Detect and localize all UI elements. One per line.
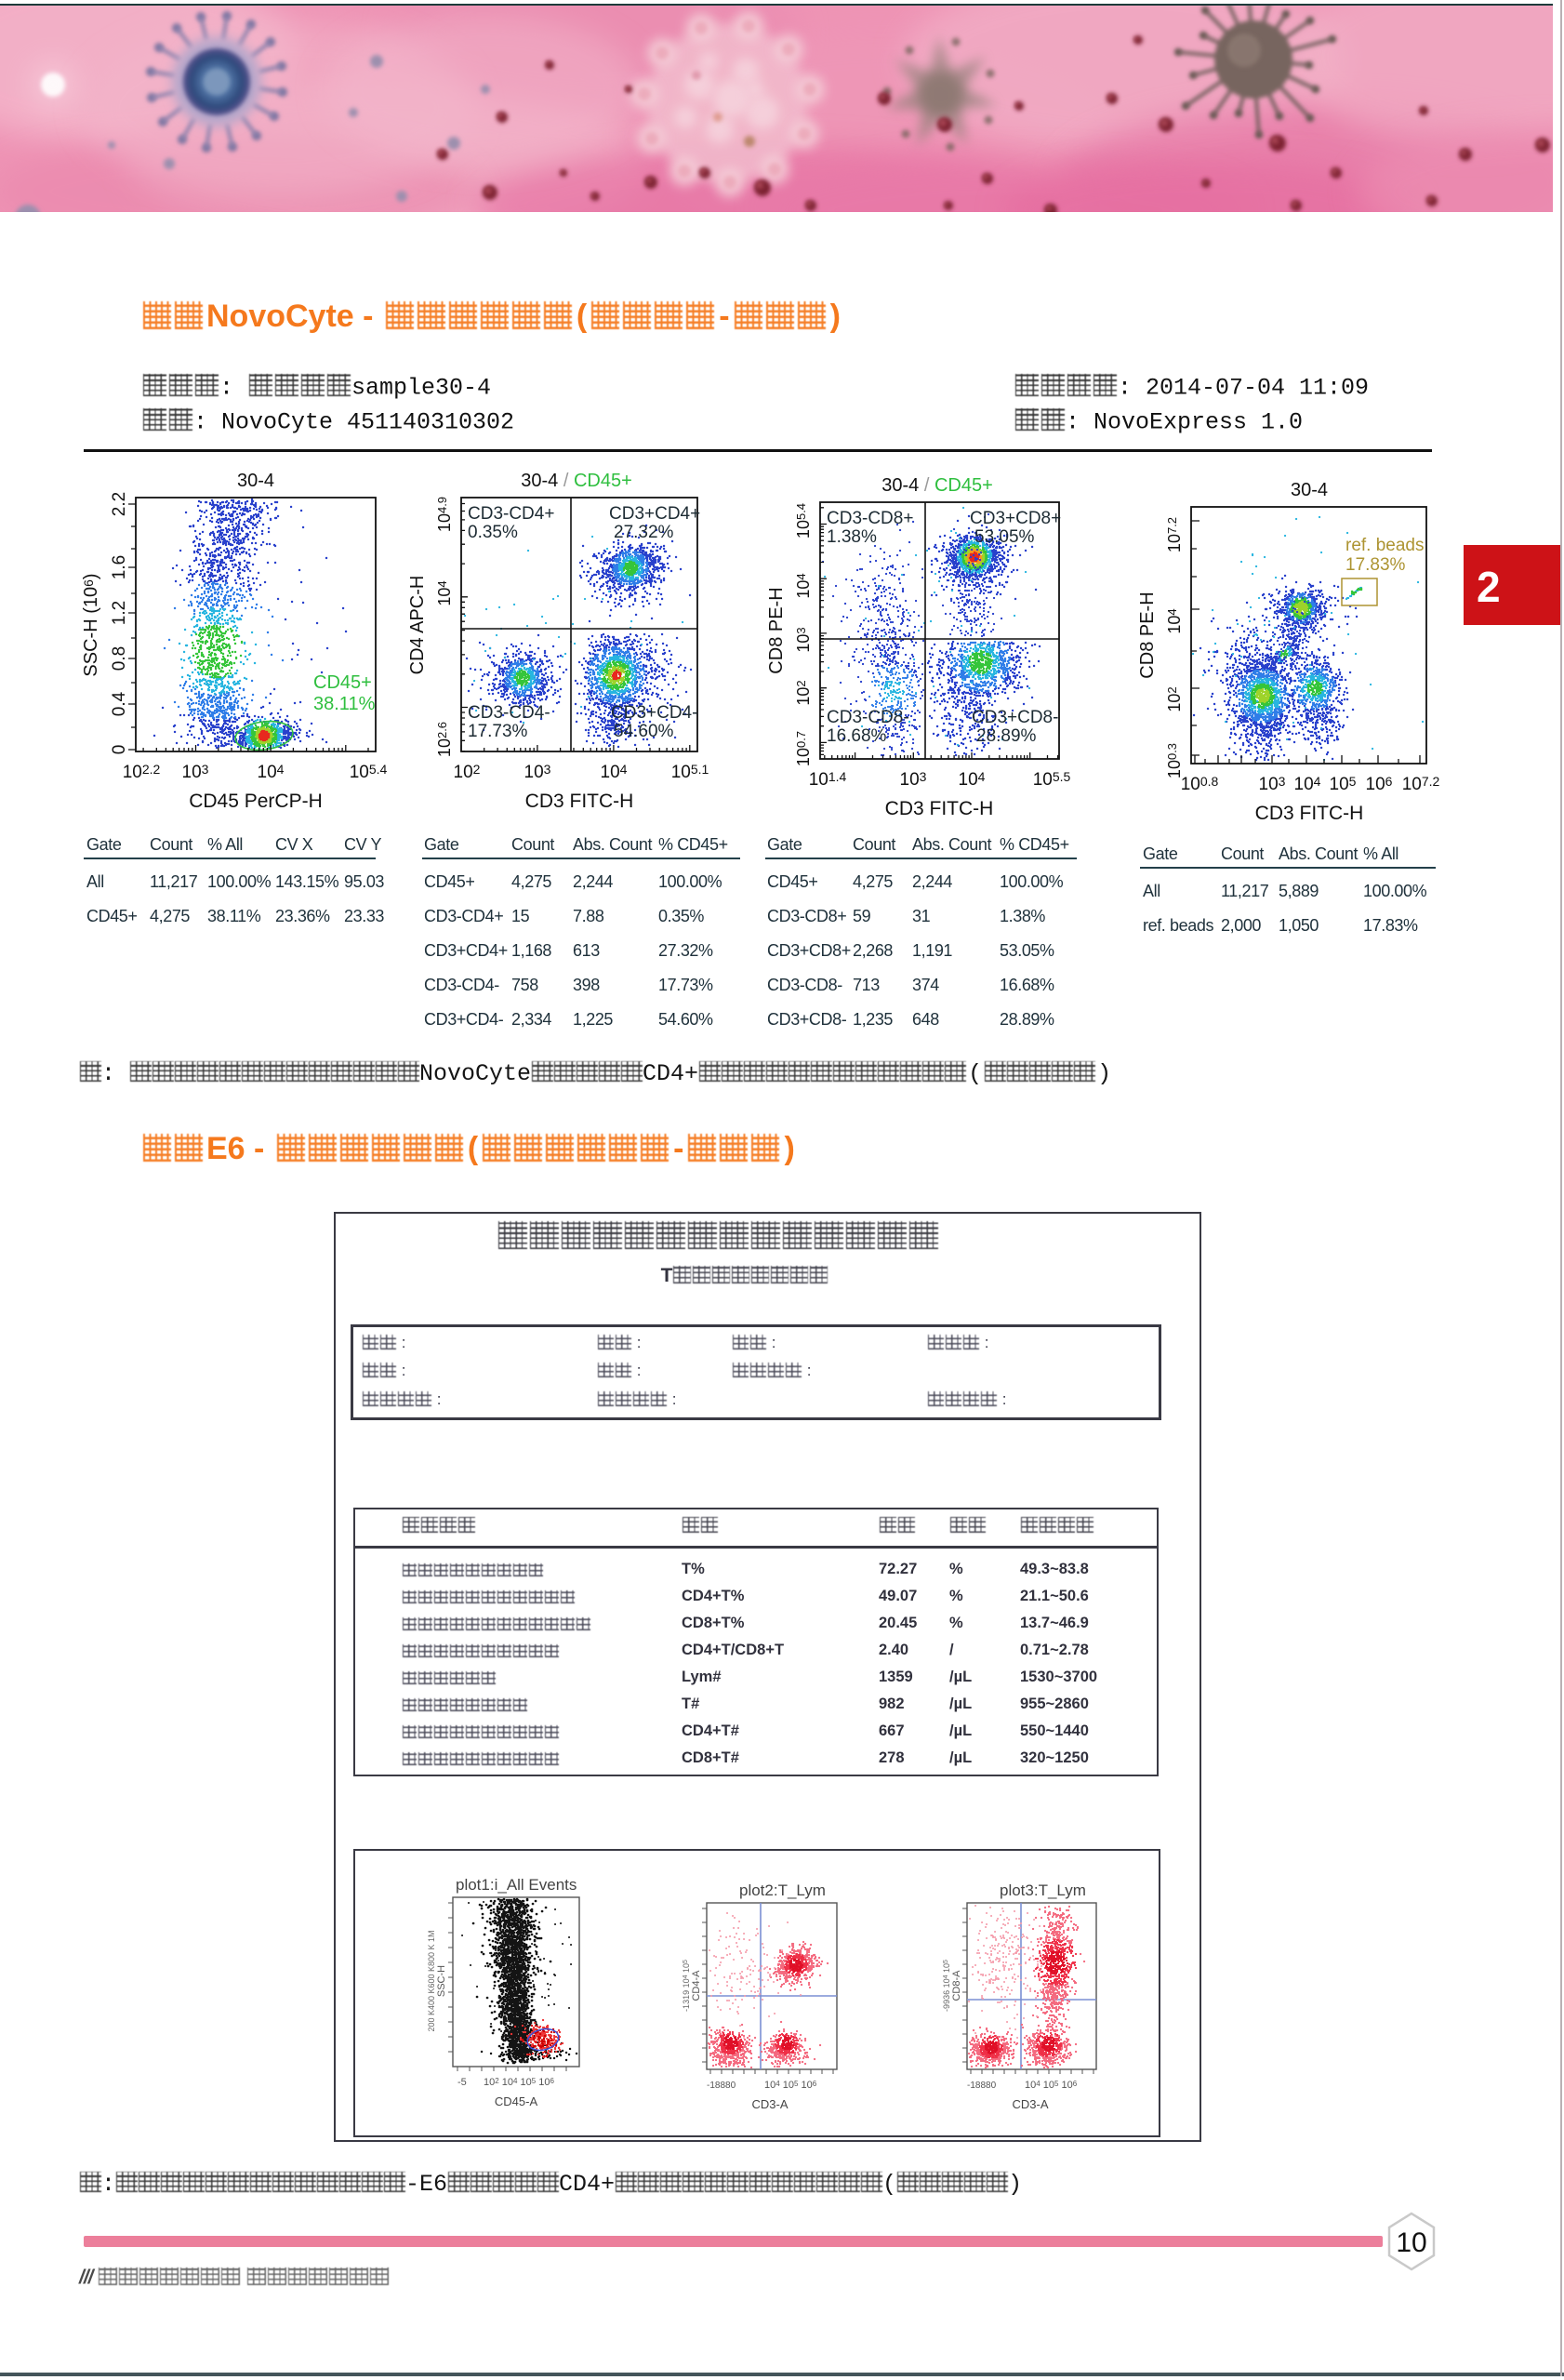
svg-text:plot1:i_All Events: plot1:i_All Events — [456, 1876, 577, 1894]
svg-text:SSC-H: SSC-H — [436, 1965, 447, 1997]
svg-text:CD45-A: CD45-A — [495, 2094, 538, 2108]
svg-text:105.4: 105.4 — [794, 503, 813, 538]
svg-text:104: 104 — [435, 580, 454, 605]
svg-text:CD45+: CD45+ — [313, 672, 372, 693]
svg-text:CD3-CD4+: CD3-CD4+ — [468, 504, 554, 524]
svg-text:1.6: 1.6 — [110, 555, 129, 579]
svg-text:102 104 105 106: 102 104 105 106 — [484, 2077, 555, 2088]
svg-text:-18880: -18880 — [707, 2081, 736, 2091]
svg-text:104: 104 — [1165, 608, 1184, 633]
svg-text:30-4: 30-4 — [237, 471, 274, 491]
svg-text:CD3 FITC-H: CD3 FITC-H — [525, 791, 634, 812]
svg-text:17.83%: 17.83% — [1345, 555, 1406, 575]
svg-text:0.4: 0.4 — [110, 691, 129, 716]
svg-text:10: 10 — [1396, 2227, 1426, 2258]
svg-text:54.60%: 54.60% — [614, 722, 674, 741]
svg-text:CD4-A: CD4-A — [691, 1970, 702, 2001]
svg-text:CD3-CD8-: CD3-CD8- — [827, 708, 909, 727]
svg-text:CD3-A: CD3-A — [751, 2097, 788, 2111]
svg-text:-1319 104 105: -1319 104 105 — [682, 1960, 691, 2012]
svg-text:104.9: 104.9 — [435, 497, 454, 532]
svg-text:30-4 / CD45+: 30-4 / CD45+ — [881, 475, 993, 496]
svg-text:100.7: 100.7 — [794, 731, 813, 766]
svg-text:CD3+CD4+: CD3+CD4+ — [609, 504, 700, 524]
svg-text:38.11%: 38.11% — [313, 694, 376, 714]
svg-text:103: 103 — [794, 627, 813, 652]
svg-text:1.2: 1.2 — [110, 601, 129, 625]
svg-text:53.05%: 53.05% — [974, 527, 1035, 547]
svg-text:-9936 104 105: -9936 104 105 — [942, 1960, 951, 2012]
svg-text:CD3 FITC-H: CD3 FITC-H — [885, 798, 994, 819]
svg-text:CD4 APC-H: CD4 APC-H — [407, 576, 428, 675]
svg-text:0: 0 — [110, 745, 129, 755]
svg-text:102: 102 — [1165, 686, 1184, 711]
svg-text:27.32%: 27.32% — [614, 523, 674, 542]
svg-text:100.3: 100.3 — [1165, 743, 1184, 778]
svg-text:-18880: -18880 — [967, 2081, 997, 2091]
svg-text:CD8 PE-H: CD8 PE-H — [1137, 592, 1158, 678]
svg-text:107.2: 107.2 — [1165, 517, 1184, 552]
svg-text:plot2:T_Lym: plot2:T_Lym — [739, 1881, 826, 1899]
svg-text:16.68%: 16.68% — [827, 726, 887, 746]
svg-text:CD3-CD8+: CD3-CD8+ — [827, 509, 913, 528]
svg-text:SSC-H (106): SSC-H (106) — [81, 573, 101, 676]
svg-text:CD8-A: CD8-A — [951, 1970, 962, 2001]
svg-text:-5: -5 — [457, 2077, 467, 2088]
svg-text:0.35%: 0.35% — [468, 523, 518, 542]
svg-text:CD3+CD4-: CD3+CD4- — [611, 703, 697, 723]
svg-text:CD3+CD8-: CD3+CD8- — [972, 708, 1058, 727]
svg-text:30-4: 30-4 — [1291, 480, 1328, 500]
svg-text:0.8: 0.8 — [110, 646, 129, 671]
svg-text:ref. beads: ref. beads — [1345, 536, 1425, 555]
svg-text:104 105 106: 104 105 106 — [1025, 2080, 1078, 2091]
svg-text:CD45 PerCP-H: CD45 PerCP-H — [189, 791, 323, 812]
svg-text:1.38%: 1.38% — [827, 527, 877, 547]
svg-text:104: 104 — [794, 573, 813, 598]
svg-text:200 K400 K600 K800 K 1M: 200 K400 K600 K800 K 1M — [427, 1930, 436, 2031]
svg-text:CD3 FITC-H: CD3 FITC-H — [1255, 803, 1364, 824]
svg-text:CD8 PE-H: CD8 PE-H — [766, 587, 787, 673]
svg-text:CD3-A: CD3-A — [1012, 2097, 1048, 2111]
svg-text:17.73%: 17.73% — [468, 722, 528, 741]
svg-text:CD3+CD8+: CD3+CD8+ — [970, 509, 1061, 528]
svg-text:102.6: 102.6 — [435, 722, 454, 757]
svg-text:104 105 106: 104 105 106 — [764, 2080, 817, 2091]
svg-text:plot3:T_Lym: plot3:T_Lym — [1000, 1881, 1086, 1899]
svg-text:102: 102 — [794, 680, 813, 705]
svg-text:CD3-CD4-: CD3-CD4- — [468, 703, 550, 723]
svg-text:30-4 / CD45+: 30-4 / CD45+ — [521, 471, 632, 491]
svg-text:28.89%: 28.89% — [976, 726, 1037, 746]
svg-text:2.2: 2.2 — [110, 492, 129, 516]
